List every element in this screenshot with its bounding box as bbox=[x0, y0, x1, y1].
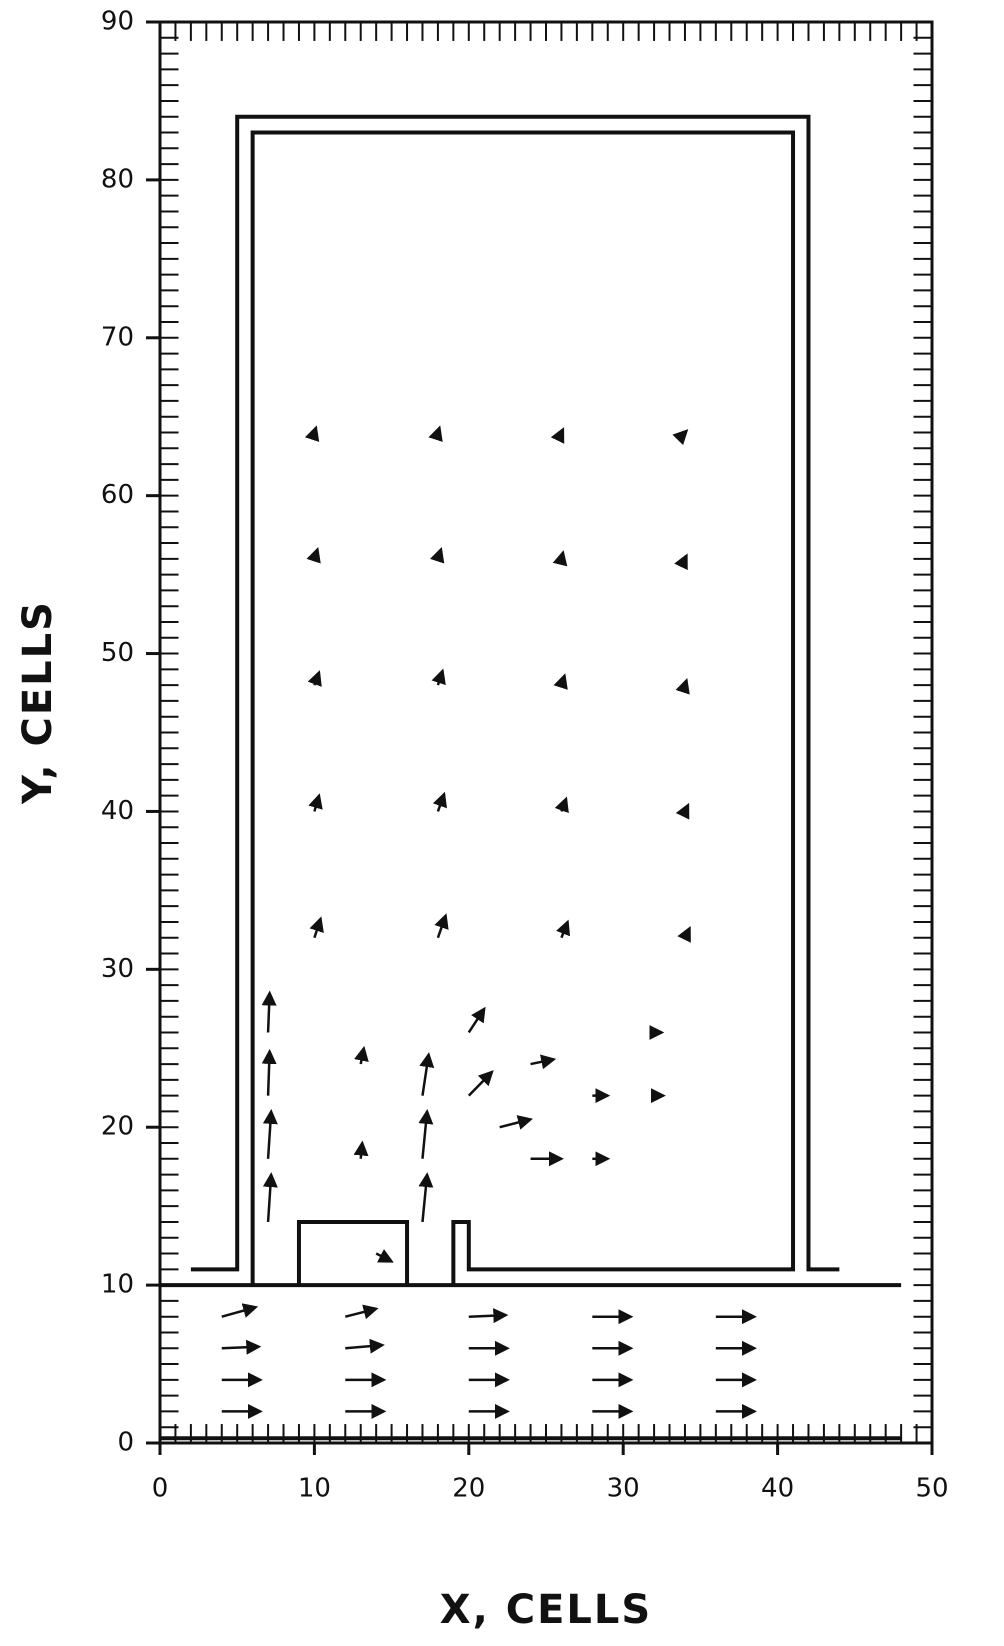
y-axis-title: Y, CELLS bbox=[15, 600, 61, 805]
x-tick-label: 30 bbox=[607, 1474, 640, 1504]
y-tick-label: 20 bbox=[101, 1112, 134, 1142]
y-tick-label: 80 bbox=[101, 164, 134, 194]
velocity-vector bbox=[261, 1048, 277, 1096]
velocity-vector bbox=[353, 1140, 369, 1159]
wall bbox=[296, 1219, 410, 1286]
velocity-vector bbox=[261, 990, 277, 1033]
y-tick-label: 70 bbox=[101, 322, 134, 352]
velocity-vector bbox=[530, 1054, 557, 1070]
y-tick-label: 90 bbox=[101, 7, 134, 37]
velocity-vector bbox=[418, 1108, 434, 1159]
x-tick-label: 10 bbox=[298, 1474, 331, 1504]
velocity-vector bbox=[674, 553, 688, 571]
y-tick-label: 0 bbox=[117, 1428, 134, 1458]
velocity-vector bbox=[308, 793, 323, 812]
velocity-vector bbox=[262, 1108, 278, 1159]
velocity-vector bbox=[221, 1303, 259, 1318]
x-tick-label: 0 bbox=[152, 1474, 169, 1504]
velocity-vector bbox=[675, 802, 690, 820]
velocity-vector bbox=[553, 673, 568, 690]
velocity-vector bbox=[552, 550, 568, 567]
x-axis-title: X, CELLS bbox=[440, 1587, 652, 1633]
velocity-vector bbox=[428, 425, 443, 442]
velocity-vector bbox=[345, 1338, 385, 1354]
x-tick-label: 50 bbox=[915, 1474, 948, 1504]
velocity-vector bbox=[309, 916, 324, 939]
velocity-vector bbox=[262, 1172, 278, 1223]
wall bbox=[190, 114, 840, 1272]
velocity-vector bbox=[672, 429, 689, 446]
wall bbox=[250, 130, 796, 1286]
velocity-vector bbox=[677, 926, 691, 943]
x-tick-label: 20 bbox=[452, 1474, 485, 1504]
velocity-vector bbox=[499, 1115, 533, 1130]
velocity-vector bbox=[431, 668, 446, 686]
velocity-vector bbox=[554, 796, 569, 814]
velocity-vector bbox=[221, 1339, 262, 1355]
plot-frame bbox=[158, 20, 934, 1445]
velocity-vector bbox=[354, 1045, 369, 1065]
velocity-vector bbox=[344, 1304, 379, 1320]
velocity-vector bbox=[675, 678, 690, 695]
x-tick-label: 40 bbox=[761, 1474, 794, 1504]
velocity-vector bbox=[432, 791, 447, 812]
y-tick-label: 10 bbox=[101, 1270, 134, 1300]
y-tick-label: 50 bbox=[101, 638, 134, 668]
velocity-vector bbox=[430, 546, 445, 564]
y-tick-label: 40 bbox=[101, 796, 134, 826]
y-tick-label: 60 bbox=[101, 480, 134, 510]
velocity-vector bbox=[434, 913, 449, 939]
velocity-vector bbox=[307, 670, 322, 687]
velocity-vector bbox=[468, 1308, 509, 1324]
velocity-vector bbox=[550, 427, 565, 444]
velocity-vector bbox=[467, 1070, 494, 1097]
velocity-vector bbox=[556, 919, 571, 939]
velocity-vector bbox=[418, 1172, 434, 1223]
velocity-vector bbox=[467, 1006, 486, 1034]
velocity-vector bbox=[375, 1249, 394, 1263]
velocity-vector bbox=[304, 425, 320, 442]
y-tick-label: 30 bbox=[101, 954, 134, 984]
velocity-vector bbox=[419, 1052, 435, 1096]
velocity-vector bbox=[306, 546, 321, 564]
